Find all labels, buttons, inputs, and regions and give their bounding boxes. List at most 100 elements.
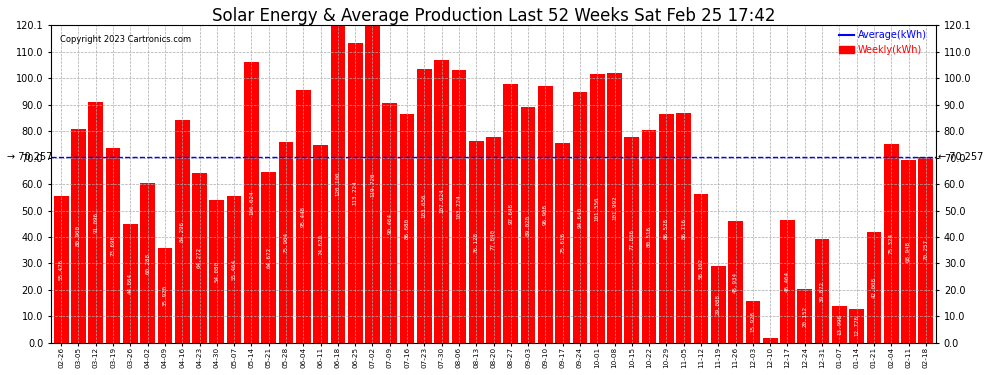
Bar	[815, 239, 830, 343]
Text: 86.528: 86.528	[664, 218, 669, 239]
Text: 75.904: 75.904	[283, 232, 288, 253]
Bar	[745, 301, 760, 343]
Text: 86.716: 86.716	[681, 217, 686, 238]
Text: → 70.257: → 70.257	[7, 152, 52, 162]
Bar	[400, 114, 415, 343]
Text: 101.556: 101.556	[595, 196, 600, 221]
Text: 76.128: 76.128	[473, 232, 479, 253]
Text: 113.224: 113.224	[352, 181, 357, 205]
Bar	[261, 172, 276, 343]
Text: 120.100: 120.100	[336, 172, 341, 196]
Bar	[607, 73, 622, 343]
Text: 15.928: 15.928	[750, 311, 755, 332]
Text: 75.324: 75.324	[889, 232, 894, 254]
Title: Solar Energy & Average Production Last 52 Weeks Sat Feb 25 17:42: Solar Energy & Average Production Last 5…	[212, 7, 775, 25]
Text: 90.464: 90.464	[387, 213, 392, 234]
Text: 119.720: 119.720	[370, 172, 375, 197]
Bar	[157, 248, 172, 343]
Text: 64.672: 64.672	[266, 247, 271, 268]
Text: 35.920: 35.920	[162, 285, 167, 306]
Bar	[245, 62, 258, 343]
Text: 86.680: 86.680	[405, 217, 410, 238]
Text: ← 70.257: ← 70.257	[938, 152, 983, 162]
Bar	[884, 144, 899, 343]
Bar	[866, 232, 881, 343]
Bar	[71, 129, 86, 343]
Text: 70.257: 70.257	[924, 239, 929, 260]
Bar	[486, 137, 501, 343]
Text: 75.616: 75.616	[560, 232, 565, 253]
Bar	[296, 90, 311, 343]
Text: 60.288: 60.288	[146, 252, 150, 273]
Bar	[729, 221, 742, 343]
Text: 44.864: 44.864	[128, 273, 133, 294]
Bar	[106, 148, 121, 343]
Text: 101.992: 101.992	[612, 196, 617, 220]
Text: 106.024: 106.024	[248, 190, 253, 215]
Bar	[504, 84, 518, 343]
Bar	[313, 146, 328, 343]
Text: 74.620: 74.620	[318, 234, 323, 255]
Legend: Average(kWh), Weekly(kWh): Average(kWh), Weekly(kWh)	[840, 30, 927, 55]
Bar	[676, 113, 691, 343]
Bar	[365, 26, 380, 343]
Bar	[590, 74, 605, 343]
Text: 46.464: 46.464	[785, 271, 790, 292]
Bar	[694, 194, 709, 343]
Text: 95.448: 95.448	[301, 206, 306, 227]
Bar	[417, 69, 432, 343]
Bar	[382, 104, 397, 343]
Bar	[451, 70, 466, 343]
Text: 91.096: 91.096	[93, 212, 98, 233]
Text: 73.696: 73.696	[111, 235, 116, 256]
Bar	[659, 114, 674, 343]
Bar	[763, 338, 777, 343]
Bar	[625, 137, 640, 343]
Bar	[175, 120, 190, 343]
Bar	[797, 290, 812, 343]
Text: 107.024: 107.024	[440, 189, 445, 213]
Text: 39.072: 39.072	[820, 280, 825, 302]
Text: 55.476: 55.476	[58, 259, 63, 280]
Bar	[347, 43, 362, 343]
Bar	[192, 173, 207, 343]
Text: 94.640: 94.640	[577, 207, 582, 228]
Bar	[901, 160, 916, 343]
Text: 56.162: 56.162	[699, 258, 704, 279]
Bar	[53, 196, 68, 343]
Bar	[278, 142, 293, 343]
Bar	[469, 141, 483, 343]
Bar	[538, 87, 552, 343]
Bar	[435, 60, 449, 343]
Text: 55.464: 55.464	[232, 259, 237, 280]
Text: 80.516: 80.516	[646, 226, 651, 247]
Text: 29.088: 29.088	[716, 294, 721, 315]
Text: 77.840: 77.840	[491, 230, 496, 251]
Text: 12.776: 12.776	[854, 315, 859, 336]
Text: 13.996: 13.996	[837, 314, 842, 335]
Bar	[521, 107, 536, 343]
Bar	[832, 306, 846, 343]
Bar	[123, 224, 138, 343]
Bar	[849, 309, 864, 343]
Text: 103.656: 103.656	[422, 194, 427, 218]
Text: 45.934: 45.934	[733, 272, 739, 292]
Text: 42.008: 42.008	[871, 277, 876, 298]
Bar	[642, 130, 656, 343]
Bar	[711, 266, 726, 343]
Text: 89.020: 89.020	[526, 214, 531, 236]
Text: 68.948: 68.948	[906, 241, 911, 262]
Text: 103.224: 103.224	[456, 194, 461, 219]
Bar	[780, 220, 795, 343]
Text: 77.836: 77.836	[630, 230, 635, 251]
Text: Copyright 2023 Cartronics.com: Copyright 2023 Cartronics.com	[59, 34, 191, 44]
Bar	[227, 196, 242, 343]
Text: 20.152: 20.152	[802, 306, 807, 327]
Bar	[572, 93, 587, 343]
Bar	[919, 157, 934, 343]
Bar	[88, 102, 103, 343]
Bar	[141, 183, 155, 343]
Text: 80.900: 80.900	[76, 225, 81, 246]
Text: 54.080: 54.080	[214, 261, 220, 282]
Text: 84.296: 84.296	[180, 221, 185, 242]
